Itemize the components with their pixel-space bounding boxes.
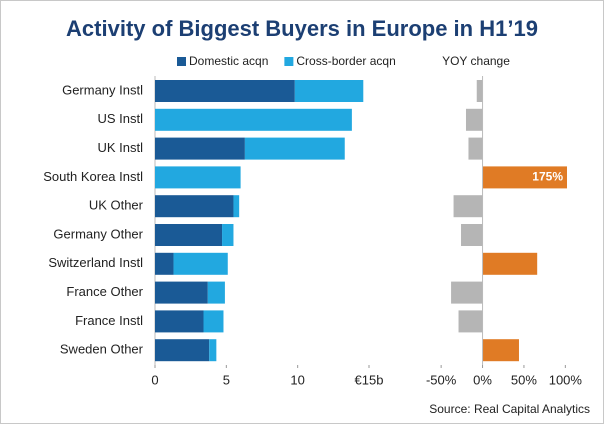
- bar-segment: [155, 224, 223, 246]
- bar-segment: [155, 195, 234, 218]
- bar-segment: [173, 252, 228, 275]
- yoy-bar: [476, 80, 483, 102]
- category-label: US Instl: [97, 111, 143, 126]
- yoy-bar: [465, 108, 483, 131]
- category-label: France Other: [66, 284, 143, 299]
- bar-segment: [155, 80, 295, 102]
- chart-title: Activity of Biggest Buyers in Europe in …: [66, 16, 538, 41]
- yoy-bar: [482, 252, 538, 275]
- bar-segment: [294, 80, 364, 102]
- yoy-bar: [482, 166, 567, 189]
- legend-label: Domestic acqn: [189, 54, 268, 68]
- yoy-bar: [453, 195, 483, 218]
- bar-segment: [207, 281, 225, 304]
- x-tick-label: 0%: [473, 372, 492, 387]
- yoy-bar: [482, 339, 519, 362]
- yoy-bar: [461, 224, 483, 246]
- bar-segment: [155, 310, 204, 333]
- x-tick-label: 0: [151, 372, 158, 387]
- source: Source: Real Capital Analytics: [429, 402, 590, 416]
- bar-segment: [233, 195, 240, 218]
- category-label: France Instl: [75, 313, 143, 328]
- value-label: 175%: [532, 170, 563, 184]
- category-label: South Korea Instl: [43, 169, 143, 184]
- yoy-bars: [451, 80, 567, 362]
- category-label: Germany Instl: [62, 82, 143, 97]
- x-tick-label: 50%: [511, 372, 537, 387]
- bar-segment: [155, 281, 208, 304]
- legend-label: Cross-border acqn: [296, 54, 395, 68]
- category-label: Switzerland Instl: [48, 255, 143, 270]
- x-tick-label: 100%: [549, 372, 583, 387]
- legend-swatch: [177, 57, 186, 66]
- bar-segment: [155, 108, 352, 131]
- bar-segment: [203, 310, 224, 333]
- category-label: Germany Other: [53, 226, 143, 241]
- bar-segment: [155, 252, 174, 275]
- bar-segment: [209, 339, 217, 362]
- bar-segment: [222, 224, 234, 246]
- panel-title: YOY change: [442, 54, 510, 68]
- x-tick-label: €15b: [355, 372, 384, 387]
- bar-segment: [155, 339, 210, 362]
- bar-segment: [155, 166, 241, 189]
- yoy-bar: [468, 137, 483, 160]
- category-label: Sweden Other: [60, 342, 144, 357]
- bar-segment: [155, 137, 245, 160]
- legend-swatch: [284, 57, 294, 66]
- x-tick-label: -50%: [426, 372, 457, 387]
- yoy-bar: [458, 310, 483, 333]
- bar-segment: [244, 137, 345, 160]
- x-tick-label: 5: [223, 372, 230, 387]
- category-label: UK Other: [89, 198, 144, 213]
- yoy-bar: [451, 281, 483, 304]
- category-label: UK Instl: [97, 140, 143, 155]
- x-tick-label: 10: [290, 372, 304, 387]
